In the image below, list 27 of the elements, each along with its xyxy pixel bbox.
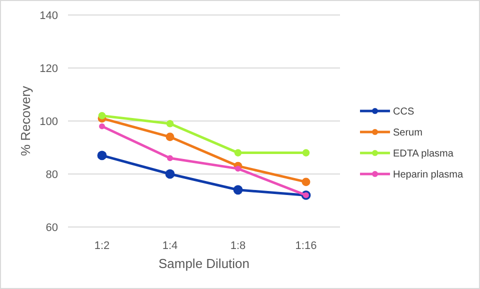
- y-tick-label: 120: [40, 62, 58, 75]
- legend-label: Heparin plasma: [393, 170, 464, 180]
- point: [166, 132, 174, 142]
- point: [233, 185, 243, 195]
- y-tick-label: 60: [46, 222, 58, 234]
- legend-label: Serum: [393, 128, 422, 138]
- point: [235, 166, 241, 172]
- x-tick-label: 1:16: [295, 240, 317, 252]
- y-tick-label: 80: [46, 168, 58, 181]
- x-tick-label: 1:8: [230, 240, 246, 252]
- point: [99, 123, 105, 130]
- point: [165, 169, 175, 179]
- point: [97, 150, 107, 160]
- y-tick-label: 100: [40, 116, 58, 128]
- point: [166, 120, 174, 128]
- point: [98, 112, 106, 120]
- point: [234, 149, 242, 156]
- x-axis-title: Sample Dilution: [158, 256, 250, 271]
- point: [302, 149, 310, 156]
- y-tick-label: 140: [40, 10, 58, 22]
- point: [167, 155, 173, 162]
- legend-label: CCS: [393, 106, 414, 118]
- x-tick-label: 1:4: [162, 240, 178, 252]
- y-axis-title: % Recovery: [18, 85, 33, 156]
- legend-label: EDTA plasma: [393, 148, 454, 160]
- point: [302, 178, 310, 186]
- x-tick-label: 1:2: [94, 240, 110, 252]
